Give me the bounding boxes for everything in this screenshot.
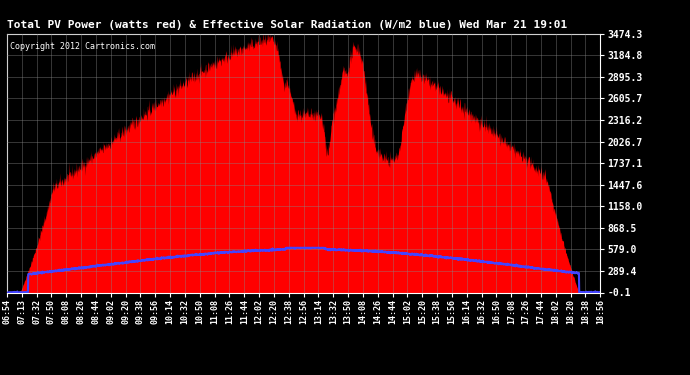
- Text: Copyright 2012 Cartronics.com: Copyright 2012 Cartronics.com: [10, 42, 155, 51]
- Text: Total PV Power (watts red) & Effective Solar Radiation (W/m2 blue) Wed Mar 21 19: Total PV Power (watts red) & Effective S…: [7, 20, 567, 30]
